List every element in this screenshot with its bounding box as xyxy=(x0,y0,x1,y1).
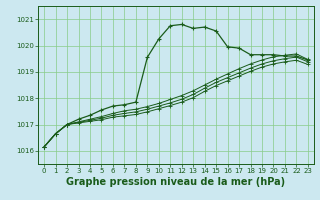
X-axis label: Graphe pression niveau de la mer (hPa): Graphe pression niveau de la mer (hPa) xyxy=(67,177,285,187)
